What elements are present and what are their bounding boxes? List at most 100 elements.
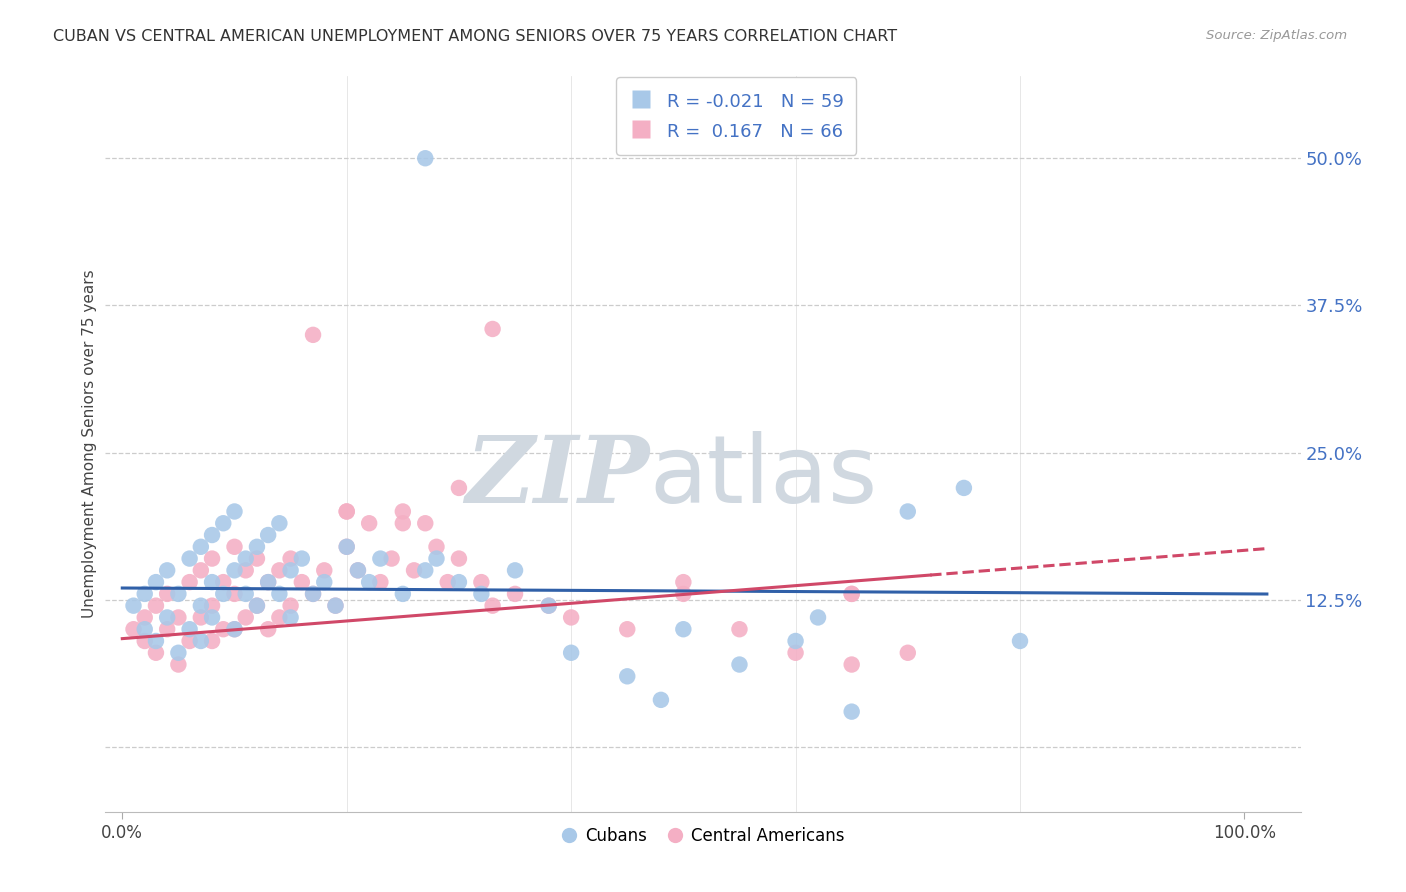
Point	[1008, 634, 1031, 648]
Point	[560, 610, 582, 624]
Point	[190, 540, 212, 554]
Point	[235, 551, 257, 566]
Point	[167, 657, 190, 672]
Point	[291, 551, 314, 566]
Point	[257, 575, 280, 590]
Point	[167, 610, 190, 624]
Point	[359, 575, 381, 590]
Point	[347, 563, 370, 577]
Point	[224, 504, 246, 518]
Point	[190, 563, 212, 577]
Point	[246, 540, 269, 554]
Point	[212, 622, 235, 636]
Point	[336, 504, 359, 518]
Point	[481, 322, 503, 336]
Point	[314, 575, 336, 590]
Point	[179, 551, 201, 566]
Point	[291, 575, 314, 590]
Point	[201, 599, 224, 613]
Point	[134, 587, 156, 601]
Point	[413, 151, 436, 165]
Point	[269, 516, 291, 531]
Point	[402, 563, 425, 577]
Point	[336, 504, 359, 518]
Point	[280, 610, 302, 624]
Point	[190, 610, 212, 624]
Point	[179, 575, 201, 590]
Point	[841, 705, 863, 719]
Point	[537, 599, 560, 613]
Point	[728, 622, 751, 636]
Point	[616, 669, 638, 683]
Point	[167, 646, 190, 660]
Point	[212, 516, 235, 531]
Point	[413, 516, 436, 531]
Point	[235, 610, 257, 624]
Point	[785, 634, 807, 648]
Point	[122, 599, 145, 613]
Point	[145, 575, 167, 590]
Point	[413, 563, 436, 577]
Point	[224, 563, 246, 577]
Point	[359, 516, 381, 531]
Point	[257, 622, 280, 636]
Point	[179, 634, 201, 648]
Point	[392, 587, 415, 601]
Point	[302, 587, 325, 601]
Point	[224, 622, 246, 636]
Text: ZIP: ZIP	[465, 432, 650, 522]
Point	[246, 599, 269, 613]
Point	[269, 563, 291, 577]
Point	[224, 622, 246, 636]
Point	[201, 551, 224, 566]
Point	[425, 540, 447, 554]
Point	[336, 540, 359, 554]
Text: Source: ZipAtlas.com: Source: ZipAtlas.com	[1206, 29, 1347, 43]
Y-axis label: Unemployment Among Seniors over 75 years: Unemployment Among Seniors over 75 years	[82, 269, 97, 618]
Point	[470, 575, 492, 590]
Text: atlas: atlas	[650, 431, 877, 523]
Point	[841, 657, 863, 672]
Point	[246, 551, 269, 566]
Point	[447, 481, 470, 495]
Point	[953, 481, 976, 495]
Point	[470, 587, 492, 601]
Point	[897, 646, 920, 660]
Point	[122, 622, 145, 636]
Point	[167, 587, 190, 601]
Point	[201, 528, 224, 542]
Point	[145, 634, 167, 648]
Point	[280, 599, 302, 613]
Point	[201, 575, 224, 590]
Point	[481, 599, 503, 613]
Point	[224, 587, 246, 601]
Point	[134, 634, 156, 648]
Point	[302, 587, 325, 601]
Point	[807, 610, 830, 624]
Point	[841, 587, 863, 601]
Point	[447, 575, 470, 590]
Point	[728, 657, 751, 672]
Point	[190, 634, 212, 648]
Point	[257, 528, 280, 542]
Legend: Cubans, Central Americans: Cubans, Central Americans	[555, 820, 851, 851]
Point	[537, 599, 560, 613]
Point	[336, 540, 359, 554]
Point	[560, 646, 582, 660]
Point	[190, 599, 212, 613]
Point	[897, 504, 920, 518]
Point	[392, 504, 415, 518]
Point	[672, 575, 695, 590]
Point	[246, 599, 269, 613]
Point	[325, 599, 347, 613]
Point	[145, 599, 167, 613]
Point	[280, 551, 302, 566]
Point	[235, 563, 257, 577]
Point	[347, 563, 370, 577]
Point	[201, 610, 224, 624]
Point	[841, 587, 863, 601]
Point	[212, 587, 235, 601]
Point	[156, 563, 179, 577]
Point	[616, 622, 638, 636]
Point	[370, 551, 392, 566]
